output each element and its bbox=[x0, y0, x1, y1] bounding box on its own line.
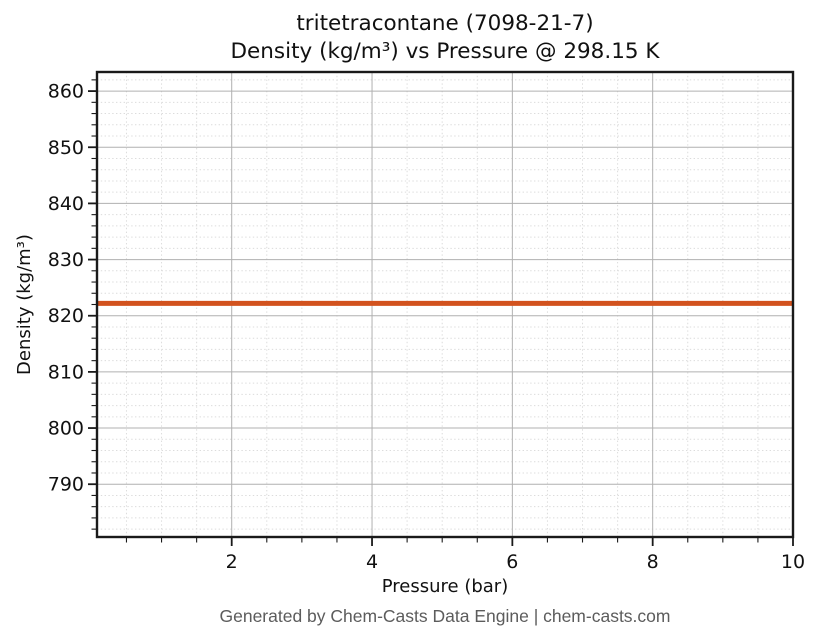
y-tick-labels: 790 800 810 820 830 840 850 860 bbox=[48, 81, 84, 496]
footer-credit: Generated by Chem-Casts Data Engine | ch… bbox=[219, 606, 671, 626]
svg-text:790: 790 bbox=[48, 474, 84, 496]
svg-text:860: 860 bbox=[48, 81, 84, 103]
svg-text:820: 820 bbox=[48, 305, 84, 327]
svg-text:10: 10 bbox=[781, 551, 805, 573]
plot-border bbox=[95, 70, 795, 539]
x-axis-label: Pressure (bar) bbox=[381, 576, 509, 597]
chart-title-line2: Density (kg/m³) vs Pressure @ 298.15 K bbox=[230, 39, 660, 64]
svg-text:2: 2 bbox=[226, 551, 238, 573]
svg-text:800: 800 bbox=[48, 418, 84, 440]
y-axis-label: Density (kg/m³) bbox=[14, 234, 35, 375]
chart-title: tritetracontane (7098-21-7) Density (kg/… bbox=[97, 10, 793, 66]
svg-text:830: 830 bbox=[48, 249, 84, 271]
svg-text:850: 850 bbox=[48, 137, 84, 159]
axis-ticks bbox=[88, 79, 794, 546]
chart-title-line1: tritetracontane (7098-21-7) bbox=[296, 11, 594, 36]
svg-text:6: 6 bbox=[506, 551, 518, 573]
svg-text:810: 810 bbox=[48, 361, 84, 383]
svg-text:4: 4 bbox=[366, 551, 378, 573]
svg-text:8: 8 bbox=[647, 551, 659, 573]
svg-text:840: 840 bbox=[48, 193, 84, 215]
x-tick-labels: 2 4 6 8 10 bbox=[226, 551, 805, 573]
